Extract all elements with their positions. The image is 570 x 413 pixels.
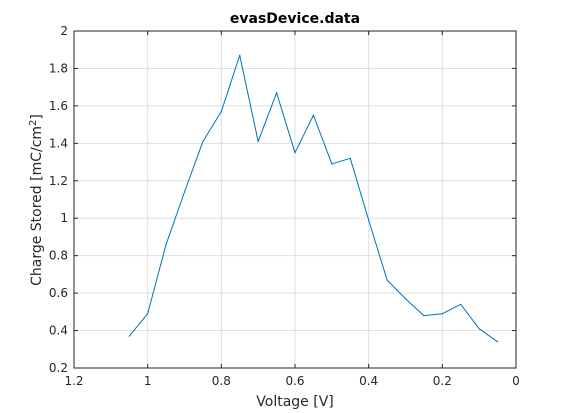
data-point [165,243,167,246]
x-tick-label: 0 [512,374,520,388]
data-point [460,303,462,305]
data-point [239,54,241,56]
data-point [275,92,278,94]
x-tick-label: 0.6 [285,374,304,388]
data-point [257,140,259,143]
data-point [331,163,333,165]
data-point [202,140,204,143]
data-point [423,314,425,317]
y-tick-label: 1.8 [49,61,68,75]
data-point [349,157,351,159]
y-tick-label: 0.4 [49,324,68,338]
y-tick-label: 0.2 [49,361,68,375]
data-point [368,219,370,221]
x-axis-label: Voltage [V] [256,394,333,410]
chart-title: evasDevice.data [230,11,360,27]
y-axis-label-superscript: 2 [28,120,39,126]
data-point [128,335,130,337]
data-point [496,341,499,343]
data-point [312,114,315,116]
data-point [386,279,388,281]
data-point [220,110,222,113]
ticks: 1.2 1 0.8 0.6 0.4 0.2 0 0.2 0.4 0.6 0.8 1 1.2 1.4 1.6 1… [49,24,520,388]
x-tick-label: 1.2 [64,374,83,388]
data-point [147,313,149,315]
y-tick-label: 1.6 [49,99,68,113]
y-tick-label: 1.2 [49,174,68,188]
data-point [294,152,296,154]
x-tick-label: 0.8 [212,374,231,388]
y-tick-label: 0.6 [49,286,68,300]
data-point [404,298,407,300]
y-tick-label: 2 [60,24,68,38]
y-tick-label: 1.4 [49,136,68,150]
series-layer [128,54,499,343]
y-axis-label-main: Charge Stored [mC/cm [29,126,45,286]
data-point [183,191,186,193]
data-point [441,313,443,315]
x-tick-label: 0.2 [433,374,452,388]
x-tick-label: 1 [144,374,152,388]
y-tick-label: 1 [60,211,68,225]
y-axis-label-end: ] [29,114,45,119]
data-point [478,328,480,330]
y-axis-label: Charge Stored [mC/cm2] [28,114,46,286]
y-tick-label: 0.8 [49,249,68,263]
x-tick-label: 0.4 [359,374,378,388]
